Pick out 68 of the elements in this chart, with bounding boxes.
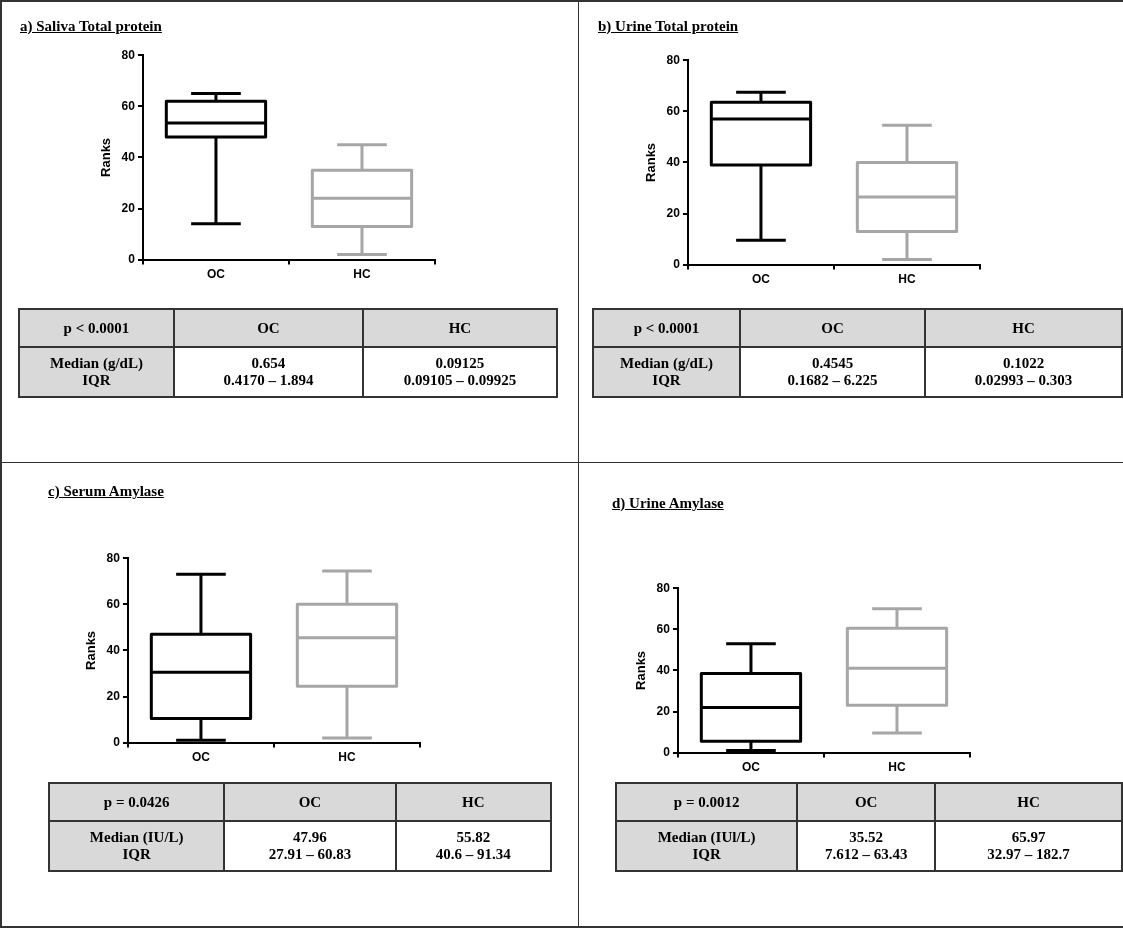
- y-tick-label: 40: [666, 154, 681, 169]
- text: 0.1022: [1002, 355, 1045, 371]
- x-tick-label: OC: [751, 272, 771, 287]
- text: Median (IUl/L): [657, 829, 756, 845]
- text: p < 0.0001: [19, 309, 174, 347]
- text: 65.97: [1011, 829, 1046, 845]
- text: 40.6 – 91.34: [435, 846, 511, 862]
- x-tick-label: OC: [206, 267, 226, 282]
- y-tick-label: 60: [656, 621, 671, 636]
- y-tick-label: 60: [666, 103, 681, 118]
- x-tick-label: HC: [898, 272, 916, 287]
- category-label: OC: [257, 319, 280, 336]
- category-label: HC: [462, 793, 485, 810]
- y-tick-label: 40: [106, 642, 121, 657]
- chart-title: b) Urine Total protein: [598, 18, 739, 35]
- text: IQR: [692, 846, 721, 862]
- text: 7.612 – 63.43: [824, 846, 908, 862]
- y-axis-title: Ranks: [633, 650, 649, 690]
- text: p = 0.0426: [49, 783, 225, 821]
- y-tick-label: 40: [121, 149, 136, 164]
- text: Median (IU/L): [89, 829, 184, 845]
- text: Median (g/dL): [620, 355, 713, 371]
- y-tick-label: 60: [121, 98, 136, 113]
- chart-title: a) Saliva Total protein: [20, 18, 162, 35]
- y-tick-label: 60: [106, 596, 121, 611]
- y-tick-label: 20: [121, 200, 136, 215]
- text: 55.82: [456, 829, 491, 845]
- y-tick-label: 20: [106, 688, 121, 703]
- y-axis-title: Ranks: [643, 142, 659, 182]
- text: 35.52: [849, 829, 884, 845]
- text: 0.654: [251, 355, 286, 371]
- y-tick-label: 80: [121, 47, 136, 62]
- y-tick-label: 0: [128, 251, 136, 266]
- text: 0.02993 – 0.303: [974, 372, 1073, 388]
- y-tick-label: 40: [656, 662, 671, 677]
- y-tick-label: 80: [106, 550, 121, 565]
- y-tick-label: 20: [666, 205, 681, 220]
- text: 47.96: [293, 829, 327, 845]
- category-label: OC: [821, 319, 844, 336]
- y-axis-title: Ranks: [83, 630, 99, 670]
- y-tick-label: 0: [673, 256, 681, 271]
- y-tick-label: 20: [656, 703, 671, 718]
- text: 27.91 – 60.83: [268, 846, 352, 862]
- y-tick-label: 0: [113, 734, 121, 749]
- text: 0.1682 – 6.225: [787, 372, 878, 388]
- y-tick-label: 80: [656, 580, 671, 595]
- chart-title: d) Urine Amylase: [612, 495, 724, 512]
- y-axis-title: Ranks: [98, 137, 114, 177]
- category-label: OC: [298, 793, 322, 810]
- chart-title: c) Serum Amylase: [48, 483, 164, 500]
- category-label: HC: [1017, 793, 1040, 810]
- text: p < 0.0001: [593, 309, 740, 347]
- category-label: HC: [1012, 319, 1035, 336]
- category-label: HC: [448, 319, 472, 336]
- x-tick-label: HC: [353, 267, 371, 282]
- y-tick-label: 0: [663, 744, 671, 759]
- text: p = 0.0012: [616, 783, 798, 821]
- text: IQR: [122, 846, 151, 862]
- text: 0.09125: [435, 355, 485, 371]
- text: Median (g/dL): [49, 355, 143, 371]
- text: IQR: [652, 372, 681, 388]
- text: 0.4545: [811, 355, 854, 371]
- text: 32.97 – 182.7: [987, 846, 1070, 862]
- text: 0.4170 – 1.894: [223, 372, 314, 388]
- text: 0.09105 – 0.09925: [403, 372, 517, 388]
- category-label: OC: [854, 793, 878, 810]
- text: IQR: [82, 372, 111, 388]
- y-tick-label: 80: [666, 52, 681, 67]
